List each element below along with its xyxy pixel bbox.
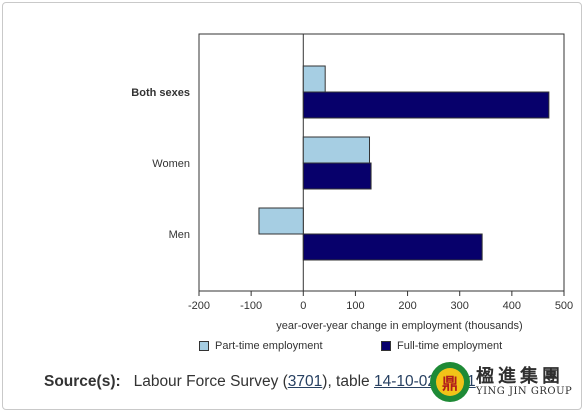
legend-swatch-full-time — [381, 341, 391, 351]
watermark-text: 楹進集團 YING JIN GROUP — [476, 365, 573, 398]
x-tick-label: 200 — [398, 300, 416, 312]
bar — [258, 207, 304, 235]
bar — [302, 136, 371, 164]
legend: Part-time employment Full-time employmen… — [199, 340, 539, 358]
x-tick-label: -100 — [240, 300, 262, 312]
source-text-middle: ), table — [322, 373, 374, 390]
x-tick-label: 300 — [451, 300, 469, 312]
bar — [302, 162, 372, 190]
watermark-english: YING JIN GROUP — [476, 386, 573, 398]
source-note: Source(s): Labour Force Survey (3701), t… — [44, 373, 476, 391]
watermark-logo-glyph: 鼎 — [441, 376, 458, 393]
source-label: Source(s): — [44, 373, 121, 390]
watermark-logo-icon: 鼎 — [430, 362, 470, 402]
bar — [302, 65, 326, 93]
x-tick-label: 0 — [300, 300, 306, 312]
x-tick-label: 100 — [346, 300, 364, 312]
watermark-chinese: 楹進集團 — [476, 365, 564, 387]
source-text-before: Labour Force Survey ( — [133, 373, 288, 390]
legend-swatch-part-time — [199, 341, 209, 351]
category-label: Men — [169, 229, 190, 241]
x-tick-label: -200 — [188, 300, 210, 312]
bar — [302, 91, 550, 119]
legend-label-part-time: Part-time employment — [215, 340, 323, 352]
x-tick-label: 500 — [555, 300, 573, 312]
legend-label-full-time: Full-time employment — [397, 340, 503, 352]
category-label: Women — [152, 158, 190, 170]
watermark: 鼎 楹進集團 YING JIN GROUP — [430, 362, 572, 402]
survey-link[interactable]: 3701 — [287, 373, 323, 390]
x-axis-label: year-over-year change in employment (tho… — [276, 320, 522, 332]
bar — [302, 233, 483, 261]
category-label: Both sexes — [131, 87, 190, 99]
legend-item-part-time: Part-time employment — [199, 340, 323, 352]
legend-item-full-time: Full-time employment — [381, 340, 502, 352]
x-tick-label: 400 — [503, 300, 521, 312]
